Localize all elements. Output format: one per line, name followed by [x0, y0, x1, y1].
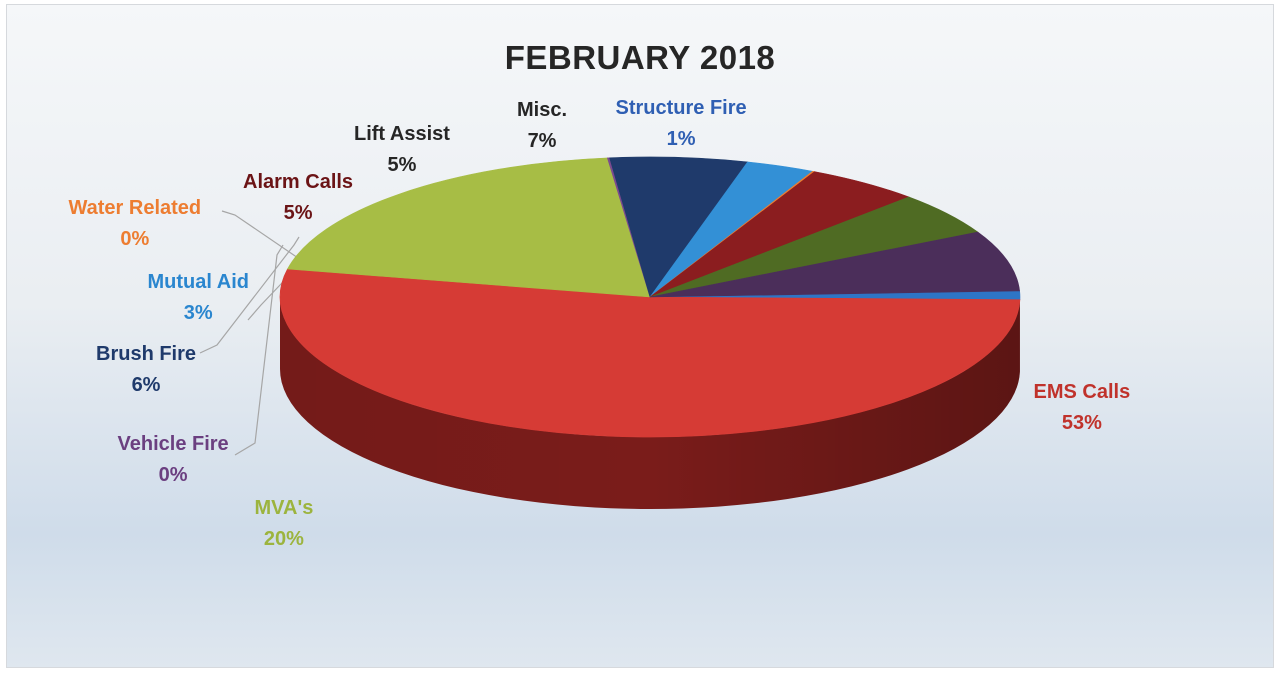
slice-label: Brush Fire 6%	[96, 339, 196, 401]
slice-label-name: Vehicle Fire	[117, 433, 229, 455]
slice-label-percent: 0%	[120, 228, 150, 250]
slice-label-name: Brush Fire	[96, 343, 197, 365]
pie-side-shade	[280, 297, 1020, 510]
pie-slice-misc-[interactable]	[649, 231, 1020, 298]
slice-label-percent: 20%	[263, 528, 304, 550]
slice-label: Lift Assist 5%	[354, 119, 450, 181]
slice-label-name: Alarm Calls	[243, 171, 354, 193]
pie-slice-mva-s[interactable]	[286, 157, 651, 298]
slice-label: Misc. 7%	[517, 95, 567, 157]
slice-label-name: Lift Assist	[354, 123, 450, 145]
leader-line	[199, 236, 300, 354]
pie-slice-brush-fire[interactable]	[609, 156, 749, 298]
leader-lines	[199, 210, 306, 456]
slice-label-percent: 0%	[158, 464, 188, 486]
slice-label-percent: 5%	[283, 202, 313, 224]
slice-label-name: Structure Fire	[615, 97, 747, 119]
slice-label-percent: 1%	[666, 128, 696, 150]
pie-chart	[199, 156, 1021, 510]
slice-label-percent: 5%	[387, 154, 417, 176]
pie-tops	[279, 156, 1021, 438]
slice-label-percent: 3%	[183, 302, 213, 324]
slice-label: Alarm Calls 5%	[243, 167, 353, 229]
slice-label-name: EMS Calls	[1033, 381, 1131, 403]
slice-label: Structure Fire 1%	[616, 93, 747, 155]
slice-label: Water Related 0%	[69, 193, 202, 255]
slice-label-percent: 7%	[527, 130, 557, 152]
pie-slice-ems-calls[interactable]	[279, 268, 1021, 438]
chart-title: FEBRUARY 2018	[504, 39, 776, 76]
slice-label-name: Water Related	[68, 197, 202, 219]
slice-label-name: Mutual Aid	[147, 271, 249, 293]
pie-sides	[280, 297, 1020, 510]
slice-label-name: Misc.	[517, 99, 568, 121]
slice-label-name: MVA's	[254, 497, 314, 519]
slice-label: Mutual Aid 3%	[148, 267, 249, 329]
chart-frame: FEBRUARY 2018 Structure Fire 1% EMS Calls 5…	[6, 4, 1274, 668]
slice-label: Vehicle Fire 0%	[118, 429, 229, 491]
slice-label: MVA's 20%	[255, 493, 314, 555]
slice-label-percent: 6%	[131, 374, 161, 396]
slice-label: EMS Calls 53%	[1034, 377, 1131, 439]
leader-line	[234, 244, 284, 456]
slice-label-percent: 53%	[1061, 412, 1102, 434]
